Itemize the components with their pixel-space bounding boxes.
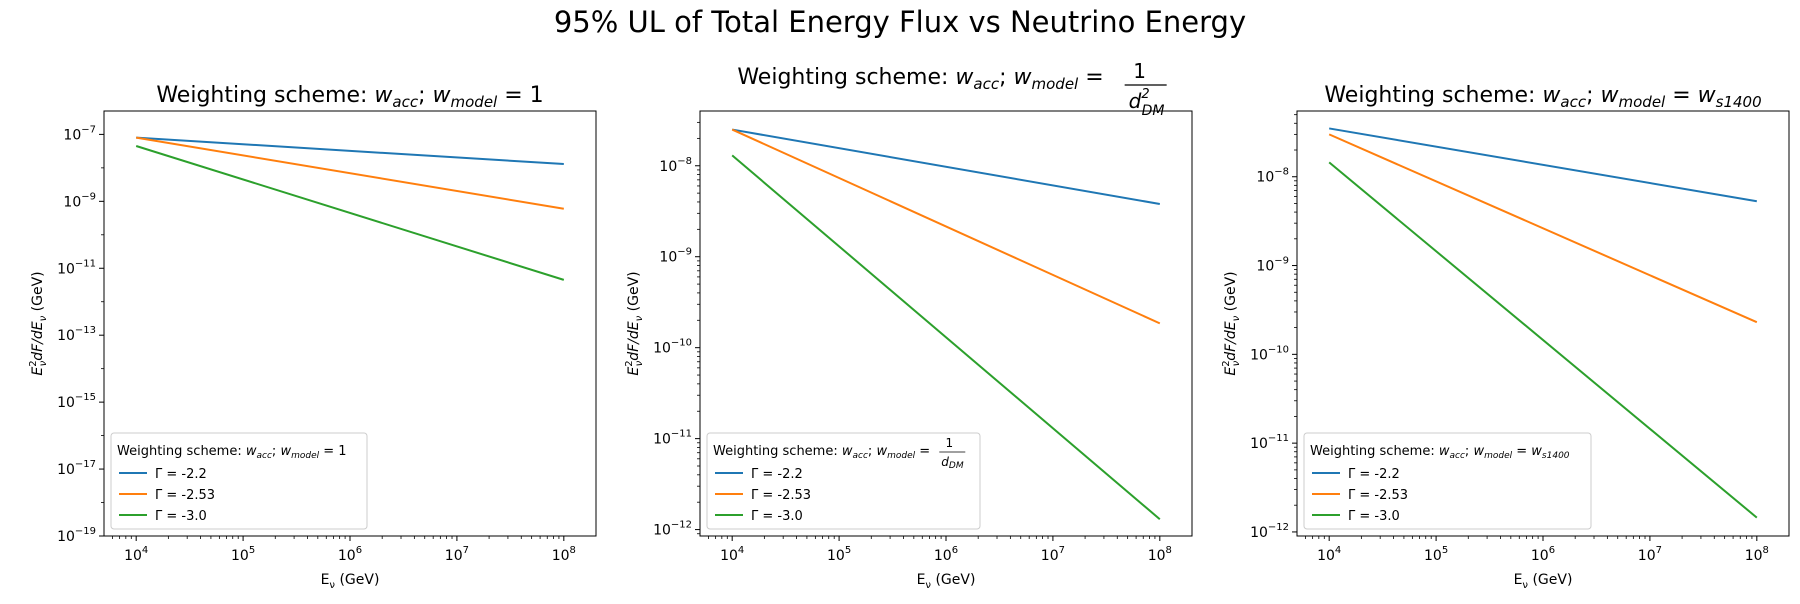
y-tick-label: 10−11 [57,258,96,277]
series-line-1 [1329,127,1757,203]
chart-title: Weighting scheme: wacc; wmodel = 1 [156,83,543,111]
title-fraction-numerator: 1 [1133,59,1146,83]
legend-entry-2: Γ = -2.53 [155,488,215,503]
legend-title: Weighting scheme: wacc; wmodel = [713,444,947,461]
x-tick-label: 104 [720,545,744,564]
y-tick-label: 10−11 [653,429,692,448]
x-tick-label: 107 [1638,545,1662,564]
x-tick-label: 104 [124,545,148,564]
series-line-1 [732,128,1160,205]
x-axis-label: Eν (GeV) [1514,572,1573,591]
legend: Weighting scheme: wacc; wmodel = 1 Γ = -2… [110,432,368,530]
x-tick-label: 106 [934,545,958,564]
y-tick-label: 10−10 [1250,344,1289,363]
x-axis-label: Eν (GeV) [917,572,976,591]
y-axis-label: E2νdF/dEν (GeV) [1221,271,1242,375]
x-tick-label: 105 [827,545,851,564]
legend-entry-3: Γ = -3.0 [1348,509,1400,524]
y-axis-label: E2νdF/dEν (GeV) [624,271,645,375]
x-tick-label: 106 [338,545,362,564]
series-line-3 [135,145,565,281]
legend-title: Weighting scheme: wacc; wmodel = ws1400 [1310,444,1570,461]
legend-box [706,432,981,530]
legend-entry-1: Γ = -2.2 [751,467,803,482]
legend-title: Weighting scheme: wacc; wmodel = 1 [117,444,347,461]
chart-title: Weighting scheme: wacc; wmodel = ws1400 [1324,83,1761,111]
y-tick-label: 10−10 [653,338,692,357]
chart-title: Weighting scheme: wacc; wmodel = [737,65,1154,93]
series-line-2 [731,128,1161,325]
legend-box [110,432,368,530]
series-line-3 [731,154,1161,520]
series-line-2 [136,136,564,210]
y-tick-label: 10−9 [63,191,96,210]
y-tick-label: 10−17 [57,459,96,478]
y-tick-label: 10−13 [57,325,96,344]
x-tick-label: 108 [1745,545,1769,564]
x-axis-label: Eν (GeV) [321,572,380,591]
legend-box [1303,432,1592,530]
series-line-1 [136,136,564,166]
series-line-3 [1328,161,1758,519]
chart-3: 104 105 106 107 108 10−12 10−11 10−10 10−9 10−8 Eν… [1221,83,1790,591]
legend-entry-2: Γ = -2.53 [1348,488,1408,503]
x-tick-label: 104 [1317,545,1341,564]
y-tick-label: 10−8 [659,156,692,175]
y-axis-label: E2νdF/dEν (GeV) [28,271,49,375]
chart-1: 104 105 106 107 108 10−19 10−17 10−15 10−13 10−11… [28,83,597,591]
legend-entry-3: Γ = -3.0 [155,509,207,524]
x-tick-label: 108 [552,545,576,564]
x-tick-label: 108 [1148,545,1172,564]
legend-fraction-denominator: dDM [941,455,964,471]
x-tick-label: 105 [231,545,255,564]
x-tick-label: 105 [1424,545,1448,564]
legend-entry-1: Γ = -2.2 [155,467,207,482]
x-tick-label: 107 [445,545,469,564]
legend: Weighting scheme: wacc; wmodel = 1 dDM Γ =… [706,432,981,530]
legend-entry-1: Γ = -2.2 [1348,467,1400,482]
y-tick-label: 10−9 [659,247,692,266]
x-tick-label: 106 [1531,545,1555,564]
legend: Weighting scheme: wacc; wmodel = ws1400 Γ… [1303,432,1592,530]
y-tick-label: 10−12 [1250,522,1289,541]
y-tick-label: 10−19 [57,526,96,545]
y-tick-label: 10−8 [1256,167,1289,186]
x-tick-label: 107 [1041,545,1065,564]
y-tick-label: 10−12 [653,520,692,539]
legend-fraction-numerator: 1 [945,436,953,450]
legend-entry-3: Γ = -3.0 [751,509,803,524]
legend-entry-2: Γ = -2.53 [751,488,811,503]
figure-title: 95% UL of Total Energy Flux vs Neutrino … [553,5,1247,39]
series-line-2 [1328,133,1758,324]
y-tick-label: 10−7 [63,124,96,143]
chart-2: 104 105 106 107 108 10−12 10−11 10−10 10−9 10−8 Eν… [624,59,1193,591]
y-tick-label: 10−9 [1256,256,1289,275]
y-tick-label: 10−11 [1250,433,1289,452]
y-tick-label: 10−15 [57,392,96,411]
title-fraction-denominator: d2 DM [1129,87,1165,119]
